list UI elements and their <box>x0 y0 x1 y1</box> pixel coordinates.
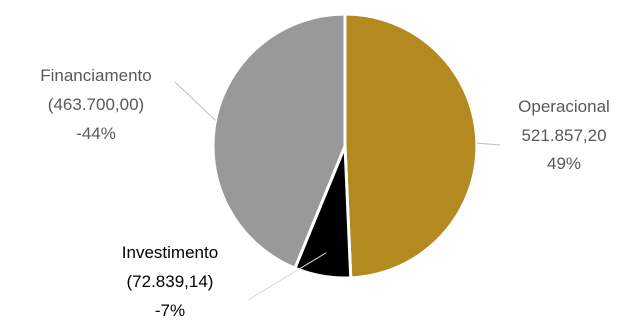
slice-label-financiamento-name: Financiamento <box>40 66 152 85</box>
slice-label-financiamento-value: (463.700,00) <box>48 95 144 114</box>
pie-slices <box>213 14 477 278</box>
slice-label-operacional-value: 521.857,20 <box>521 126 606 145</box>
slice-label-operacional-name: Operacional <box>518 97 610 116</box>
pie-slice-operacional <box>345 14 477 278</box>
leader-line-operacional <box>477 143 500 145</box>
slice-label-investimento-name: Investimento <box>122 243 218 262</box>
slice-label-investimento-value: (72.839,14) <box>127 272 214 291</box>
slice-label-operacional-pct: 49% <box>547 154 581 173</box>
slice-label-investimento-pct: -7% <box>155 301 185 320</box>
leader-line-financiamento <box>175 82 215 121</box>
slice-label-financiamento-pct: -44% <box>76 124 116 143</box>
